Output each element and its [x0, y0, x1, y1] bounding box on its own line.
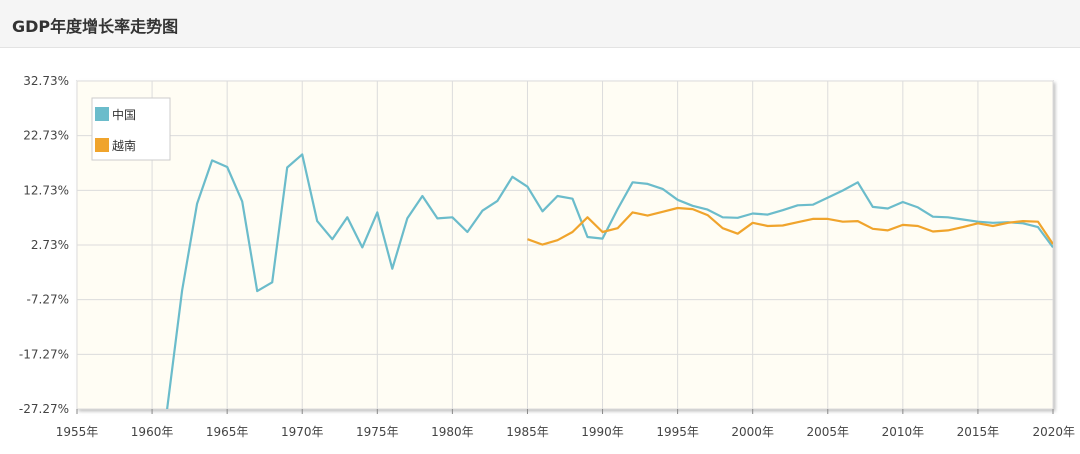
legend-label: 越南 — [112, 138, 136, 153]
x-tick-label: 1955年 — [56, 425, 99, 439]
x-tick-label: 1995年 — [656, 425, 699, 439]
x-tick-label: 1965年 — [206, 425, 249, 439]
x-tick-label: 1970年 — [281, 425, 324, 439]
x-axis: 1955年 1960年 1965年 1970年 1975年 1980年 1985年 1990年… — [56, 409, 1075, 439]
x-tick-label: 2010年 — [882, 425, 925, 439]
x-tick-label: 2015年 — [957, 425, 1000, 439]
x-tick-label: 2005年 — [806, 425, 849, 439]
y-tick-label: 12.73% — [23, 183, 69, 197]
chart-title: GDP年度增长率走势图 — [12, 17, 179, 36]
x-tick-label: 1960年 — [131, 425, 174, 439]
legend-swatch — [95, 138, 109, 152]
y-tick-label: 22.73% — [23, 129, 69, 143]
x-tick-label: 2000年 — [731, 425, 774, 439]
series-line-1 — [527, 206, 1053, 246]
chart-header: GDP年度增长率走势图 — [0, 0, 1080, 48]
x-tick-label: 1985年 — [506, 425, 549, 439]
x-tick-label: 2020年 — [1032, 425, 1075, 439]
y-axis: 32.73% 22.73% 12.73% 2.73% -7.27% -17.27% -27.… — [19, 74, 69, 416]
y-tick-label: 2.73% — [31, 238, 69, 252]
legend-label: 中国 — [112, 107, 136, 122]
series-line-0 — [166, 153, 1053, 409]
y-tick-label: -7.27% — [27, 293, 69, 307]
series — [166, 153, 1053, 409]
legend-swatch — [95, 107, 109, 121]
x-tick-label: 1975年 — [356, 425, 399, 439]
y-tick-label: -17.27% — [19, 347, 69, 361]
y-tick-label: 32.73% — [23, 74, 69, 88]
y-tick-label: -27.27% — [19, 402, 69, 416]
x-tick-label: 1980年 — [431, 425, 474, 439]
x-tick-label: 1990年 — [581, 425, 624, 439]
